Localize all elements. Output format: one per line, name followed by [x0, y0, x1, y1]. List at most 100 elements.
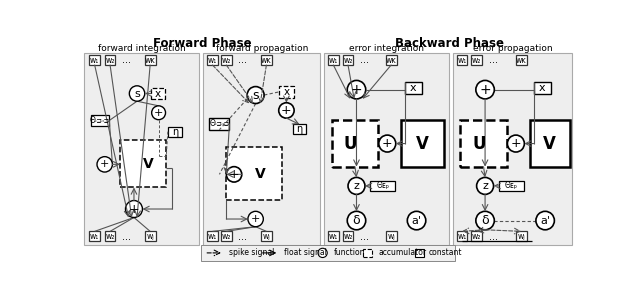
- Text: w₂: w₂: [472, 232, 481, 241]
- Bar: [145, 55, 156, 65]
- Bar: [105, 231, 115, 241]
- Text: a': a': [540, 215, 550, 226]
- Circle shape: [248, 211, 263, 227]
- Text: w₁: w₁: [90, 232, 99, 241]
- Bar: [456, 55, 467, 65]
- Text: forward integration: forward integration: [98, 44, 186, 52]
- Text: s: s: [134, 89, 140, 99]
- Text: δ: δ: [353, 214, 360, 227]
- Text: V: V: [543, 135, 556, 153]
- Text: wᴋ: wᴋ: [516, 55, 527, 64]
- Bar: [534, 82, 550, 94]
- Text: error integration: error integration: [349, 44, 424, 52]
- Text: w₂: w₂: [343, 55, 353, 64]
- Bar: [342, 55, 353, 65]
- Text: Backward Phase: Backward Phase: [395, 37, 504, 50]
- Circle shape: [318, 248, 327, 257]
- Text: w₁: w₁: [329, 232, 338, 241]
- Text: wᴋ: wᴋ: [386, 55, 397, 64]
- Circle shape: [407, 211, 426, 230]
- Text: x: x: [539, 83, 545, 93]
- Text: ...: ...: [489, 55, 498, 65]
- Bar: [207, 231, 218, 241]
- Text: w₂: w₂: [472, 55, 481, 64]
- Text: w₂: w₂: [106, 232, 115, 241]
- Text: +: +: [228, 168, 239, 181]
- Bar: [371, 181, 395, 191]
- Circle shape: [129, 86, 145, 101]
- Circle shape: [536, 211, 554, 230]
- Text: wⱼ: wⱼ: [387, 232, 395, 241]
- Bar: [151, 88, 164, 99]
- Bar: [201, 245, 455, 260]
- Text: U: U: [472, 135, 486, 153]
- Text: +: +: [251, 214, 260, 224]
- Text: Forward Phase: Forward Phase: [153, 37, 252, 50]
- Circle shape: [97, 157, 113, 172]
- Bar: [456, 231, 467, 241]
- Text: s: s: [252, 89, 259, 102]
- Text: δ: δ: [481, 214, 489, 227]
- Bar: [328, 55, 339, 65]
- Bar: [84, 53, 200, 245]
- Bar: [168, 127, 182, 136]
- Text: spike signal: spike signal: [228, 249, 274, 257]
- Bar: [292, 124, 307, 134]
- Bar: [415, 249, 424, 257]
- Text: +: +: [382, 137, 392, 150]
- Text: x: x: [284, 87, 289, 97]
- Text: w₂: w₂: [343, 232, 353, 241]
- Bar: [516, 231, 527, 241]
- Text: function: function: [333, 249, 365, 257]
- Text: +: +: [351, 83, 362, 97]
- Bar: [221, 231, 232, 241]
- Circle shape: [476, 80, 494, 99]
- Bar: [363, 249, 372, 257]
- Bar: [90, 55, 100, 65]
- Bar: [145, 231, 156, 241]
- Circle shape: [247, 87, 264, 103]
- Text: wᴋ: wᴋ: [145, 55, 156, 64]
- Text: η: η: [296, 124, 303, 134]
- Circle shape: [477, 177, 493, 194]
- Circle shape: [379, 135, 396, 152]
- Text: wⱼ: wⱼ: [518, 232, 525, 241]
- Circle shape: [348, 177, 365, 194]
- Bar: [261, 55, 272, 65]
- Circle shape: [279, 103, 294, 118]
- Text: U: U: [344, 135, 357, 153]
- Text: ...: ...: [489, 232, 498, 242]
- Text: w₁: w₁: [458, 232, 467, 241]
- Bar: [261, 231, 272, 241]
- Text: V: V: [255, 167, 266, 181]
- Bar: [342, 231, 353, 241]
- Bar: [91, 115, 109, 126]
- Bar: [332, 120, 378, 167]
- Bar: [207, 55, 218, 65]
- Bar: [405, 82, 422, 94]
- Circle shape: [348, 211, 365, 230]
- Bar: [120, 140, 166, 187]
- Circle shape: [476, 211, 494, 230]
- Bar: [324, 53, 449, 245]
- Text: +: +: [479, 83, 491, 97]
- Circle shape: [227, 167, 242, 182]
- Text: z: z: [353, 181, 360, 191]
- Text: w₁: w₁: [208, 55, 217, 64]
- Circle shape: [152, 106, 166, 120]
- Text: a': a': [412, 215, 422, 226]
- Text: V: V: [416, 135, 429, 153]
- Bar: [386, 55, 397, 65]
- Text: +: +: [281, 104, 292, 117]
- Text: w₁: w₁: [458, 55, 467, 64]
- Bar: [221, 55, 232, 65]
- Text: Θᴇₚ: Θᴇₚ: [376, 181, 389, 190]
- Bar: [90, 231, 100, 241]
- Text: w₁: w₁: [208, 232, 217, 241]
- Text: error propagation: error propagation: [472, 44, 552, 52]
- Text: w₁: w₁: [329, 55, 338, 64]
- Text: +: +: [511, 137, 521, 150]
- Bar: [401, 120, 444, 167]
- Text: Θᴞᴞ: Θᴞᴞ: [90, 116, 110, 125]
- Bar: [499, 181, 524, 191]
